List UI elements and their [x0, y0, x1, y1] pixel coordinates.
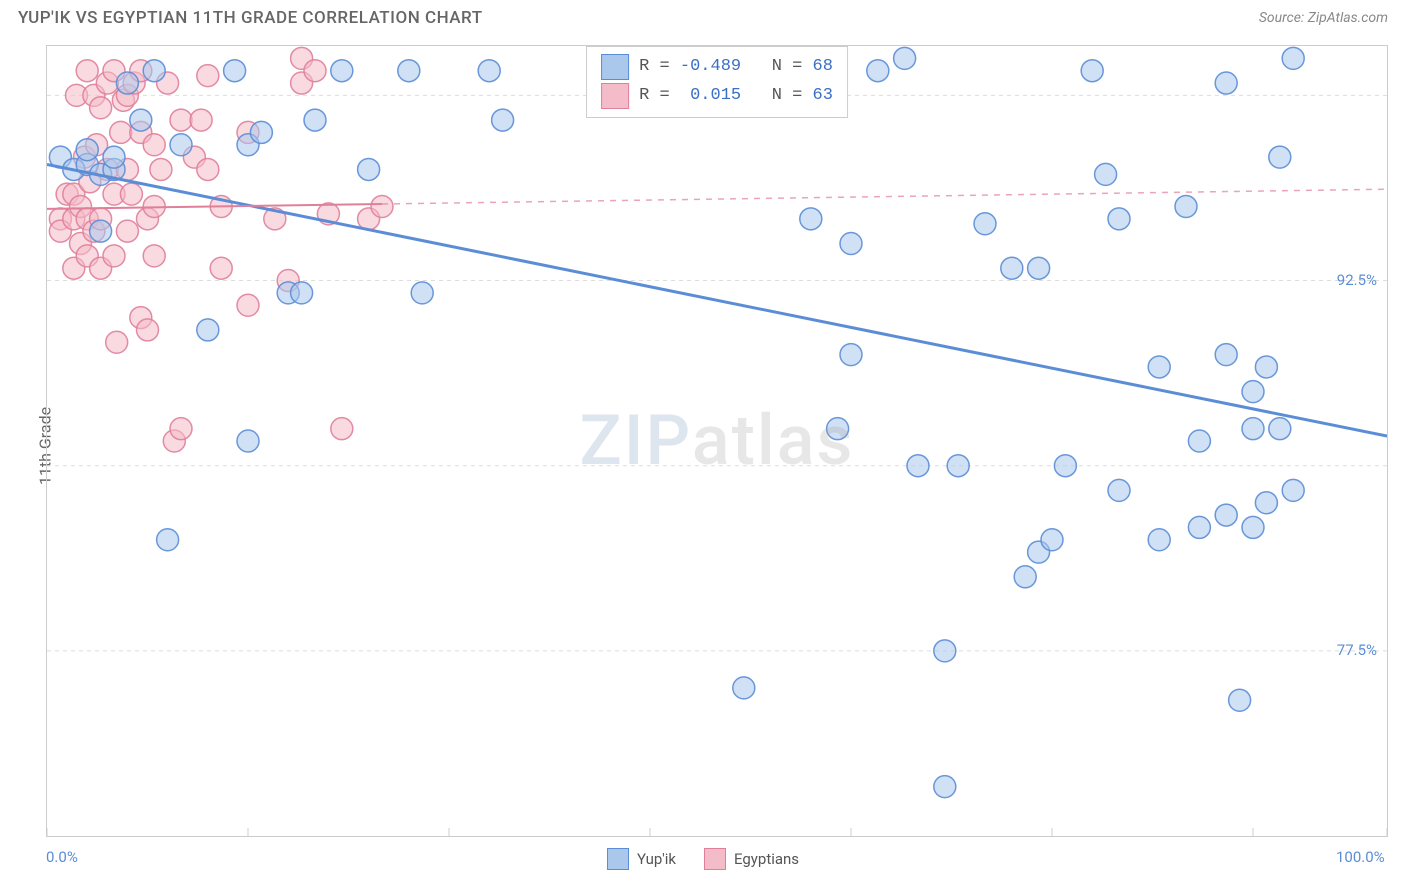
plot-area: ZIPatlas R = -0.489 N = 68 R = 0.015 N =… — [46, 45, 1388, 837]
bottom-legend-label-egyptians: Egyptians — [734, 850, 799, 868]
y-tick-label: 77.5% — [1337, 641, 1377, 659]
bottom-legend-label-yupik: Yup'ik — [637, 850, 676, 868]
chart-title: YUP'IK VS EGYPTIAN 11TH GRADE CORRELATIO… — [18, 8, 483, 28]
bottom-swatch-egyptians — [704, 848, 726, 870]
legend-swatch-egyptians — [601, 83, 629, 109]
bottom-legend-yupik: Yup'ik — [607, 848, 676, 870]
correlation-legend: R = -0.489 N = 68 R = 0.015 N = 63 — [586, 46, 848, 118]
legend-row-yupik: R = -0.489 N = 68 — [601, 53, 833, 82]
bottom-legend: Yup'ik Egyptians — [0, 848, 1406, 874]
chart-header: YUP'IK VS EGYPTIAN 11TH GRADE CORRELATIO… — [0, 0, 1406, 32]
chart-source: Source: ZipAtlas.com — [1259, 10, 1388, 26]
legend-swatch-yupik — [601, 54, 629, 80]
legend-row-egyptians: R = 0.015 N = 63 — [601, 82, 833, 111]
scatter-svg — [47, 46, 1387, 836]
bottom-legend-egyptians: Egyptians — [704, 848, 799, 870]
bottom-swatch-yupik — [607, 848, 629, 870]
y-tick-label: 92.5% — [1337, 271, 1377, 289]
